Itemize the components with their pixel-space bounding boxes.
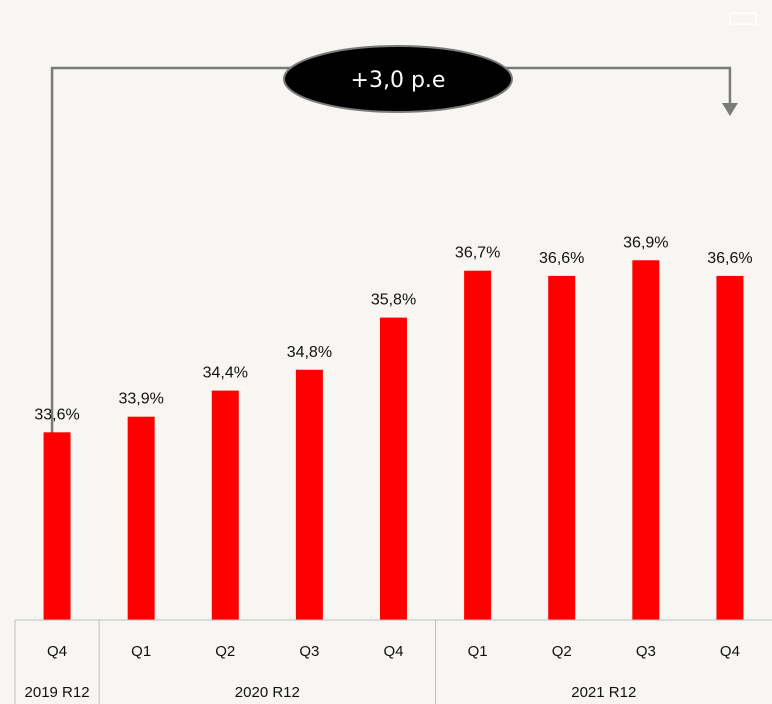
data-label-7: 36,9%: [623, 234, 668, 251]
corner-box: [729, 12, 757, 25]
group-label-2: 2021 R12: [571, 684, 636, 701]
bars-group: [43, 260, 744, 620]
group-label-1: 2020 R12: [235, 684, 300, 701]
change-callout-text: +3,0 p.e: [351, 68, 446, 93]
arrowhead-icon: [721, 103, 738, 116]
data-labels-group: 33,6% 33,9% 34,4% 34,8% 35,8% 36,7% 36,6% 36,9%…: [34, 234, 752, 423]
data-label-0: 33,6%: [34, 406, 79, 423]
data-label-6: 36,6%: [539, 250, 584, 267]
tick-label-5: Q1: [468, 643, 488, 660]
tick-label-3: Q3: [299, 643, 319, 660]
data-label-3: 34,8%: [287, 344, 332, 361]
bar-4: [380, 317, 407, 620]
bar-6: [548, 275, 576, 620]
tick-label-2: Q2: [215, 643, 235, 660]
tick-label-4: Q4: [383, 643, 403, 660]
bar-1: [127, 416, 155, 620]
data-label-4: 35,8%: [371, 292, 416, 309]
tick-label-8: Q4: [720, 643, 740, 660]
tick-label-0: Q4: [47, 643, 67, 660]
tick-label-1: Q1: [131, 643, 151, 660]
tick-label-7: Q3: [636, 643, 656, 660]
data-label-5: 36,7%: [455, 245, 500, 262]
bar-7: [632, 260, 660, 620]
bar-0: [43, 432, 71, 620]
group-label-0: 2019 R12: [25, 684, 90, 701]
category-axis: Q4 Q1 Q2 Q3 Q4 Q1 Q2 Q3 Q4 2019 R12 2020 R12 2021 R…: [14, 619, 772, 704]
change-callout: +3,0 p.e: [283, 45, 513, 113]
bar-5: [464, 270, 492, 620]
bar-2: [211, 390, 239, 620]
data-label-8: 36,6%: [707, 250, 752, 267]
bar-8: [716, 275, 744, 620]
tick-label-6: Q2: [552, 643, 572, 660]
data-label-1: 33,9%: [118, 391, 163, 408]
data-label-2: 34,4%: [203, 365, 248, 382]
bar-3: [295, 369, 323, 620]
